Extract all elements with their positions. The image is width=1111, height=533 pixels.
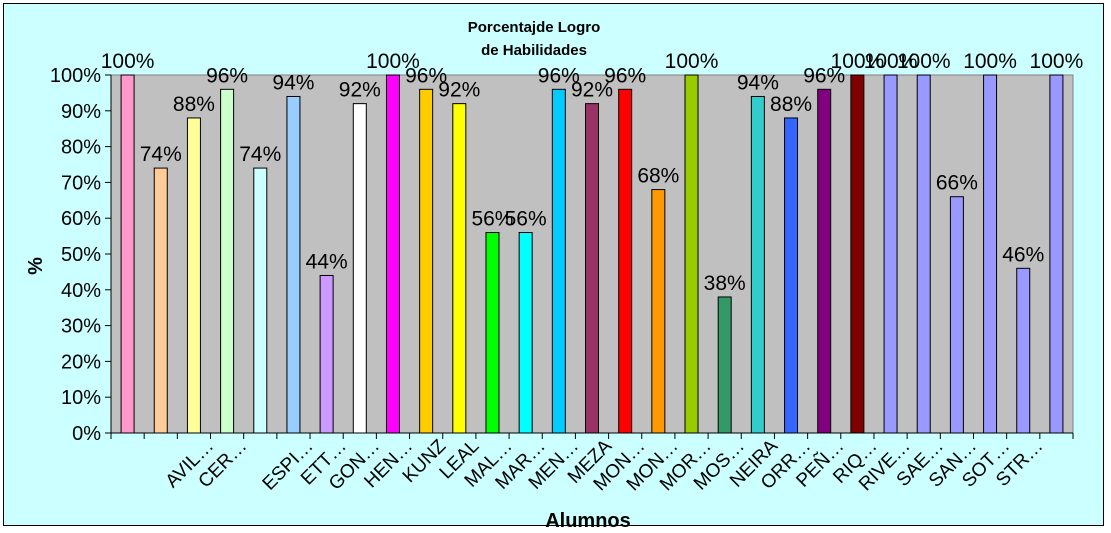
data-label: 100%	[665, 50, 719, 73]
y-tick-label: 10%	[61, 387, 101, 409]
data-label: 96%	[604, 64, 646, 87]
chart-title-line-1: Porcentajde Logro	[468, 19, 601, 36]
data-label: 100%	[101, 50, 155, 73]
data-label: 96%	[405, 64, 447, 87]
bar-series	[120, 74, 1064, 434]
bar	[186, 117, 201, 434]
data-label: 100%	[897, 50, 951, 73]
bar	[750, 95, 765, 434]
data-label: 88%	[173, 93, 215, 116]
data-label: 38%	[704, 272, 746, 295]
data-label: 56%	[505, 208, 547, 231]
bar	[153, 167, 168, 434]
y-tick-label: 100%	[50, 65, 101, 87]
data-label: 92%	[339, 79, 381, 102]
data-label: 66%	[936, 172, 978, 195]
chart-frame: Porcentajde Logro de Habilidades Alumnos…	[3, 3, 1104, 527]
x-axis: AVIL…CER… ESPI…ETT…GON…HEN…KUNZLEALMAL…MA…	[110, 432, 1074, 495]
y-tick-label: 70%	[61, 172, 101, 194]
bar	[684, 74, 699, 434]
bar	[419, 88, 434, 434]
bar	[949, 196, 964, 434]
data-label: 46%	[1002, 243, 1044, 266]
bar	[286, 95, 301, 434]
data-label: 44%	[306, 250, 348, 273]
bar	[717, 296, 732, 434]
data-label: 100%	[864, 50, 918, 73]
y-tick-label: 30%	[61, 316, 101, 338]
bar	[352, 103, 367, 434]
data-label: 94%	[272, 71, 314, 94]
y-tick-label: 50%	[61, 244, 101, 266]
data-label: 88%	[770, 93, 812, 116]
bar	[319, 274, 334, 434]
y-tick-label: 60%	[61, 208, 101, 230]
data-label: 100%	[366, 50, 420, 73]
bar	[618, 88, 633, 434]
data-label: 74%	[140, 143, 182, 166]
y-tick-label: 0%	[72, 423, 101, 445]
data-label: 100%	[831, 50, 885, 73]
bar	[850, 74, 865, 434]
bar	[585, 103, 599, 434]
bar	[551, 88, 566, 434]
data-label: 100%	[963, 50, 1017, 73]
bar	[220, 88, 235, 434]
bar	[518, 232, 533, 434]
bar	[253, 167, 268, 434]
data-label: 56%	[471, 208, 513, 231]
y-axis-title: %	[25, 257, 47, 275]
x-axis-title: Alumnos	[545, 510, 631, 527]
y-tick-label: 20%	[61, 351, 101, 373]
data-label: 100%	[1030, 50, 1084, 73]
y-axis: 0% 10% 20% 30% 40% 50% 60% 70% 80% 90% 100%	[50, 65, 112, 445]
data-label: 96%	[538, 64, 580, 87]
bar	[452, 103, 467, 434]
y-tick-label: 40%	[61, 280, 101, 302]
bar	[1049, 74, 1064, 434]
data-label: 74%	[239, 143, 281, 166]
y-tick-label: 80%	[61, 137, 101, 159]
bar	[120, 74, 135, 434]
data-label: 92%	[438, 79, 480, 102]
bar	[1016, 267, 1031, 434]
data-label: 94%	[737, 71, 779, 94]
bar-chart: Porcentajde Logro de Habilidades Alumnos…	[25, 19, 1084, 527]
chart-title-line-2: de Habilidades	[481, 42, 587, 59]
data-label: 92%	[571, 79, 613, 102]
data-label: 96%	[803, 64, 845, 87]
bar	[784, 117, 799, 434]
y-tick-label: 90%	[61, 101, 101, 123]
data-label: 68%	[637, 165, 679, 188]
data-label: 96%	[206, 64, 248, 87]
data-labels: 100%74%88%96%74%94%44%92%100%96%92%56%56…	[101, 50, 1084, 295]
bar	[485, 232, 500, 434]
bar	[817, 88, 832, 434]
bar	[883, 74, 898, 434]
bar	[651, 189, 666, 434]
bar	[983, 74, 998, 434]
bar	[916, 74, 931, 434]
bar	[385, 74, 400, 434]
